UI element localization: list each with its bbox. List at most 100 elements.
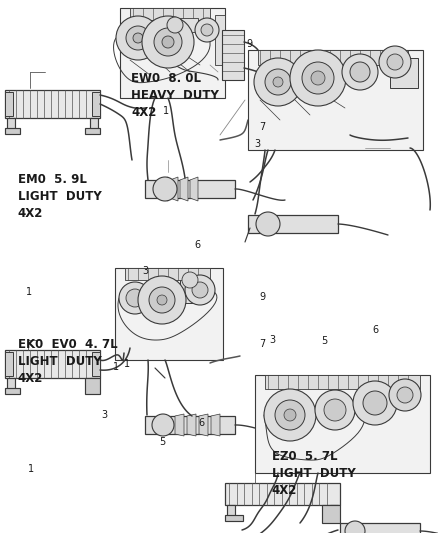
Circle shape	[126, 26, 150, 50]
Circle shape	[389, 379, 421, 411]
Circle shape	[284, 409, 296, 421]
Circle shape	[345, 521, 365, 533]
Polygon shape	[227, 505, 235, 519]
Text: 7: 7	[260, 340, 266, 349]
Text: 3: 3	[269, 335, 276, 345]
Text: 6: 6	[373, 326, 379, 335]
Circle shape	[162, 36, 174, 48]
Text: 9: 9	[247, 39, 253, 49]
Polygon shape	[187, 414, 196, 436]
Bar	[125, 268, 210, 280]
Circle shape	[363, 391, 387, 415]
Bar	[120, 8, 225, 98]
Polygon shape	[225, 515, 243, 521]
Text: 6: 6	[198, 418, 205, 427]
Text: 5: 5	[159, 438, 165, 447]
Polygon shape	[330, 505, 338, 519]
Bar	[248, 50, 423, 150]
Text: 1: 1	[162, 106, 169, 116]
Bar	[145, 416, 235, 434]
Polygon shape	[190, 177, 198, 201]
Polygon shape	[5, 128, 20, 134]
Circle shape	[153, 177, 177, 201]
Polygon shape	[175, 414, 184, 436]
Bar	[390, 58, 418, 88]
Bar	[180, 273, 205, 303]
Circle shape	[256, 212, 280, 236]
Bar	[178, 18, 198, 32]
Polygon shape	[7, 118, 15, 132]
Circle shape	[379, 46, 411, 78]
Circle shape	[157, 295, 167, 305]
Polygon shape	[211, 414, 220, 436]
Circle shape	[154, 28, 182, 56]
Circle shape	[290, 50, 346, 106]
Text: EW0  8. 0L
HEAVY  DUTY
4X2: EW0 8. 0L HEAVY DUTY 4X2	[131, 72, 219, 119]
Circle shape	[116, 16, 160, 60]
Text: 9: 9	[260, 293, 266, 302]
Circle shape	[195, 18, 219, 42]
Bar	[5, 352, 13, 376]
Circle shape	[149, 287, 175, 313]
Polygon shape	[160, 177, 168, 201]
Text: EM0  5. 9L
LIGHT  DUTY
4X2: EM0 5. 9L LIGHT DUTY 4X2	[18, 173, 101, 220]
Text: 3: 3	[254, 139, 261, 149]
Circle shape	[302, 62, 334, 94]
Text: 1: 1	[28, 464, 34, 474]
Bar	[5, 350, 100, 378]
Bar	[265, 375, 420, 389]
Text: 3: 3	[142, 266, 148, 276]
Circle shape	[182, 272, 198, 288]
Circle shape	[265, 69, 291, 95]
Bar	[340, 523, 420, 533]
Circle shape	[185, 275, 215, 305]
Bar	[145, 180, 235, 198]
Text: 1: 1	[113, 362, 119, 372]
Bar	[130, 8, 210, 20]
Bar	[222, 30, 244, 80]
Circle shape	[119, 282, 151, 314]
Polygon shape	[180, 177, 188, 201]
Text: 5: 5	[321, 336, 327, 346]
Circle shape	[275, 400, 305, 430]
Bar	[255, 375, 430, 473]
Text: 3: 3	[101, 410, 107, 420]
Circle shape	[126, 289, 144, 307]
Circle shape	[353, 381, 397, 425]
Circle shape	[192, 282, 208, 298]
Polygon shape	[7, 378, 15, 392]
Polygon shape	[5, 388, 20, 394]
Text: 6: 6	[194, 240, 200, 250]
Circle shape	[142, 16, 194, 68]
Circle shape	[324, 399, 346, 421]
Bar	[5, 92, 13, 116]
Bar	[215, 15, 225, 65]
Circle shape	[387, 54, 403, 70]
Text: EK0  EV0  4. 7L
LIGHT  DUTY
4X2: EK0 EV0 4. 7L LIGHT DUTY 4X2	[18, 338, 117, 385]
Text: 7: 7	[259, 122, 265, 132]
Text: 1: 1	[26, 287, 32, 297]
Polygon shape	[322, 505, 340, 523]
Circle shape	[350, 62, 370, 82]
Bar	[92, 92, 100, 116]
Text: EZ0  5. 7L
LIGHT  DUTY
4X2: EZ0 5. 7L LIGHT DUTY 4X2	[272, 450, 355, 497]
Circle shape	[152, 414, 174, 436]
Polygon shape	[90, 118, 98, 132]
Bar	[115, 268, 223, 360]
Polygon shape	[85, 128, 100, 134]
Circle shape	[254, 58, 302, 106]
Bar	[92, 352, 100, 376]
Circle shape	[273, 77, 283, 87]
Circle shape	[138, 276, 186, 324]
Circle shape	[264, 389, 316, 441]
Polygon shape	[199, 414, 208, 436]
Circle shape	[133, 33, 143, 43]
Circle shape	[315, 390, 355, 430]
Circle shape	[342, 54, 378, 90]
Bar	[258, 50, 408, 65]
Text: 1: 1	[124, 359, 130, 368]
Circle shape	[311, 71, 325, 85]
Circle shape	[201, 24, 213, 36]
Polygon shape	[170, 177, 178, 201]
Circle shape	[167, 17, 183, 33]
